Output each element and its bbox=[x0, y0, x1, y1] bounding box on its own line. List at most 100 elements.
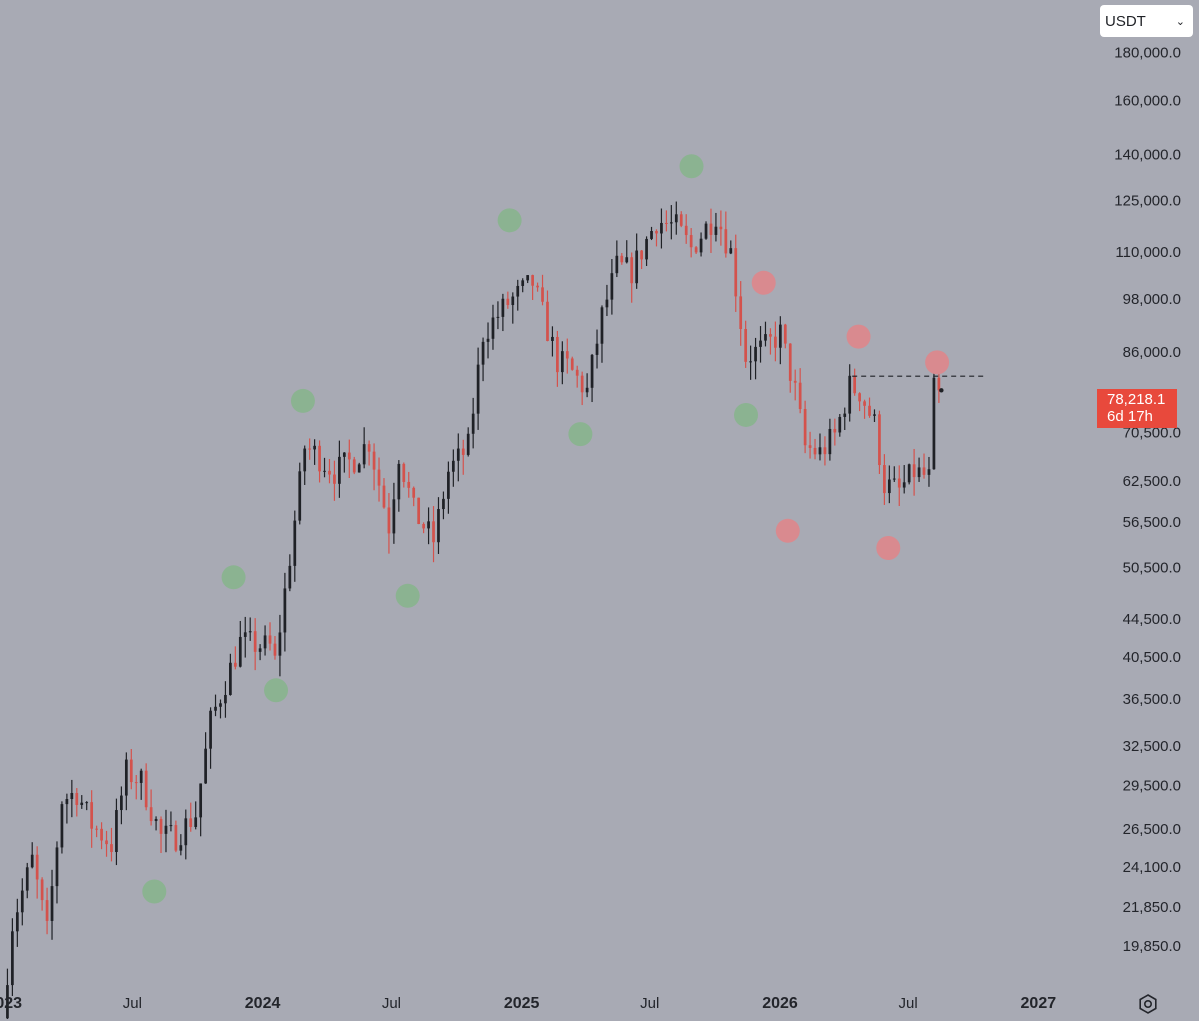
candle-body bbox=[159, 818, 163, 834]
candle-body bbox=[521, 280, 525, 286]
candle-body bbox=[139, 770, 143, 783]
candle-body bbox=[35, 854, 39, 880]
y-tick-label: 44,500.0 bbox=[1123, 611, 1181, 628]
candle-body bbox=[739, 296, 743, 329]
candle-body bbox=[174, 825, 178, 851]
candle-body bbox=[818, 447, 822, 455]
candle-body bbox=[313, 445, 316, 450]
candle-body bbox=[585, 387, 589, 393]
y-tick-label: 160,000.0 bbox=[1114, 92, 1181, 109]
candle-body bbox=[154, 818, 158, 822]
candle-body bbox=[709, 223, 713, 235]
x-tick-label: 2025 bbox=[504, 995, 540, 1012]
candle-body bbox=[30, 854, 34, 868]
candle-body bbox=[674, 214, 678, 223]
y-tick-label: 50,500.0 bbox=[1123, 560, 1181, 577]
candle-body bbox=[615, 255, 619, 274]
x-tick-label: Jul bbox=[123, 995, 142, 1012]
candle-body bbox=[447, 471, 450, 499]
candle-body bbox=[863, 401, 866, 406]
candle-body bbox=[724, 229, 728, 254]
candle-body bbox=[640, 250, 643, 260]
candle-body bbox=[184, 818, 188, 846]
candle-body bbox=[917, 467, 921, 478]
green-signal-marker bbox=[221, 565, 246, 590]
candle-body bbox=[580, 375, 584, 393]
y-tick-label: 56,500.0 bbox=[1123, 514, 1181, 531]
candle-body bbox=[318, 445, 321, 472]
candle-body bbox=[808, 445, 812, 448]
red-signal-marker bbox=[751, 270, 776, 295]
candle-body bbox=[660, 222, 663, 234]
candle-body bbox=[387, 507, 391, 534]
candle-body bbox=[233, 662, 237, 667]
candle-body bbox=[382, 485, 386, 508]
candle-body bbox=[783, 324, 787, 344]
y-tick-label: 36,500.0 bbox=[1123, 691, 1181, 708]
candle-body bbox=[263, 635, 267, 649]
candle-body bbox=[50, 886, 54, 921]
candle-body bbox=[461, 448, 465, 455]
candle-body bbox=[323, 470, 326, 472]
candle-body bbox=[283, 588, 287, 633]
candle-body bbox=[744, 328, 748, 362]
candle-body bbox=[838, 416, 842, 433]
candle-body bbox=[665, 222, 668, 224]
candle-body bbox=[293, 520, 297, 566]
candle-body bbox=[377, 469, 381, 486]
candle-body bbox=[892, 478, 896, 480]
candle-body bbox=[204, 748, 207, 784]
candle-body bbox=[120, 795, 123, 811]
candle-body bbox=[392, 499, 396, 534]
candle-body bbox=[813, 447, 817, 455]
candle-body bbox=[273, 643, 277, 656]
candle-body bbox=[501, 298, 505, 317]
candle-body bbox=[149, 807, 153, 822]
currency-select[interactable]: USDT ⌄ bbox=[1100, 5, 1193, 37]
candle-body bbox=[129, 759, 133, 783]
candle-body bbox=[798, 382, 802, 410]
green-signal-marker bbox=[568, 422, 593, 447]
candle-body bbox=[45, 900, 49, 921]
candle-body bbox=[367, 444, 371, 452]
last-price-badge: 78,218.1 6d 17h bbox=[1097, 389, 1177, 428]
candle-body bbox=[105, 840, 108, 845]
y-tick-label: 26,500.0 bbox=[1123, 821, 1181, 838]
candle-body bbox=[848, 375, 852, 414]
candle-body bbox=[124, 759, 128, 796]
candle-body bbox=[65, 798, 69, 805]
candle-body bbox=[823, 447, 827, 455]
candle-body bbox=[219, 703, 222, 707]
candle-body bbox=[407, 481, 411, 488]
candle-body bbox=[15, 912, 19, 932]
candle-body bbox=[95, 828, 98, 830]
green-signal-marker bbox=[734, 402, 759, 427]
candle-body bbox=[536, 285, 539, 288]
candle-body bbox=[764, 334, 767, 341]
candle-body bbox=[357, 464, 361, 473]
candle-body bbox=[541, 287, 544, 302]
candle-body bbox=[912, 464, 916, 478]
candle-body bbox=[833, 428, 837, 433]
candle-body bbox=[565, 351, 569, 359]
candle-body bbox=[352, 459, 356, 473]
candle-body bbox=[887, 479, 891, 494]
green-signal-marker bbox=[395, 583, 420, 608]
candle-body bbox=[630, 257, 634, 284]
candle-body bbox=[897, 478, 901, 488]
candle-body bbox=[90, 802, 94, 829]
candle-body bbox=[451, 460, 455, 472]
candle-body bbox=[238, 636, 242, 667]
candle-body bbox=[669, 222, 673, 224]
candle-body bbox=[243, 632, 247, 637]
candle-body bbox=[40, 879, 44, 901]
candle-body bbox=[907, 464, 911, 483]
settings-icon[interactable] bbox=[1136, 992, 1160, 1016]
green-signal-marker bbox=[290, 388, 315, 413]
candle-body bbox=[179, 845, 183, 851]
candle-body bbox=[342, 452, 346, 457]
candle-body bbox=[442, 498, 445, 510]
red-signal-marker bbox=[876, 535, 901, 560]
candle-body bbox=[729, 248, 733, 254]
